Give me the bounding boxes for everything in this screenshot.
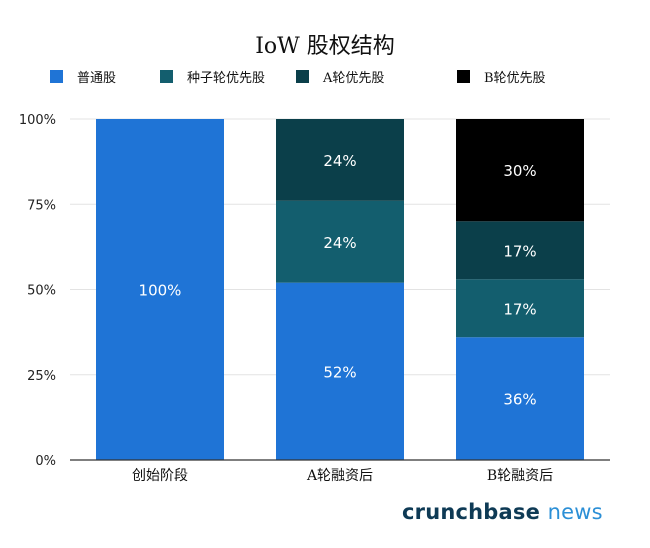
bar-segment-cat1-series1 bbox=[276, 200, 404, 283]
legend-item-seed-preferred: 种子轮优先股 bbox=[160, 66, 265, 86]
chart-legend: 普通股 种子轮优先股 A轮优先股 B轮优先股 bbox=[50, 66, 610, 86]
chart-title: IoW 股权结构 bbox=[255, 34, 395, 59]
legend-item-series-a-preferred: A轮优先股 bbox=[296, 66, 384, 86]
brand-logo-part1: crunchbase bbox=[402, 500, 541, 524]
bar-segment-cat1-series2 bbox=[276, 119, 404, 201]
legend-swatch-common bbox=[50, 69, 63, 83]
legend-swatch-series-b-preferred bbox=[457, 69, 470, 83]
data-label-cat0-series0: 100% bbox=[139, 282, 182, 300]
x-category-label-2: B轮融资后 bbox=[487, 468, 553, 484]
brand-logo-part2: news bbox=[547, 500, 603, 524]
y-tick-label-25: 25% bbox=[27, 369, 56, 384]
legend-label-common: 普通股 bbox=[77, 70, 117, 86]
legend-swatch-series-a-preferred bbox=[296, 69, 309, 83]
data-label-cat2-series0: 36% bbox=[503, 391, 536, 409]
y-tick-label-75: 75% bbox=[27, 198, 56, 213]
data-label-cat2-series1: 17% bbox=[503, 300, 536, 318]
bar-segment-cat2-series1 bbox=[456, 279, 584, 338]
legend-item-common: 普通股 bbox=[50, 66, 116, 86]
data-label-cat1-series1: 24% bbox=[323, 234, 356, 252]
bar-segment-cat2-series2 bbox=[456, 221, 584, 280]
data-label-cat2-series2: 17% bbox=[503, 242, 536, 260]
bar-segment-cat1-series0 bbox=[276, 282, 404, 460]
bar-segment-cat2-series3 bbox=[456, 119, 584, 222]
data-label-cat1-series0: 52% bbox=[323, 363, 356, 381]
legend-label-series-a-preferred: A轮优先股 bbox=[323, 70, 385, 86]
x-category-label-1: A轮融资后 bbox=[306, 468, 373, 484]
data-label-cat1-series2: 24% bbox=[323, 152, 356, 170]
data-label-cat2-series3: 30% bbox=[503, 162, 536, 180]
y-tick-label-100: 100% bbox=[19, 113, 56, 128]
x-category-label-0: 创始阶段 bbox=[132, 468, 188, 484]
legend-label-series-b-preferred: B轮优先股 bbox=[484, 70, 546, 86]
legend-label-seed-preferred: 种子轮优先股 bbox=[187, 70, 266, 86]
legend-swatch-seed-preferred bbox=[160, 69, 173, 83]
y-tick-label-50: 50% bbox=[27, 284, 56, 299]
y-tick-label-0: 0% bbox=[35, 454, 56, 469]
legend-item-series-b-preferred: B轮优先股 bbox=[457, 66, 546, 86]
brand-logo: crunchbase news bbox=[402, 500, 603, 524]
bar-segment-cat2-series0 bbox=[456, 337, 584, 460]
bar-segment-cat0-series0 bbox=[96, 119, 224, 460]
